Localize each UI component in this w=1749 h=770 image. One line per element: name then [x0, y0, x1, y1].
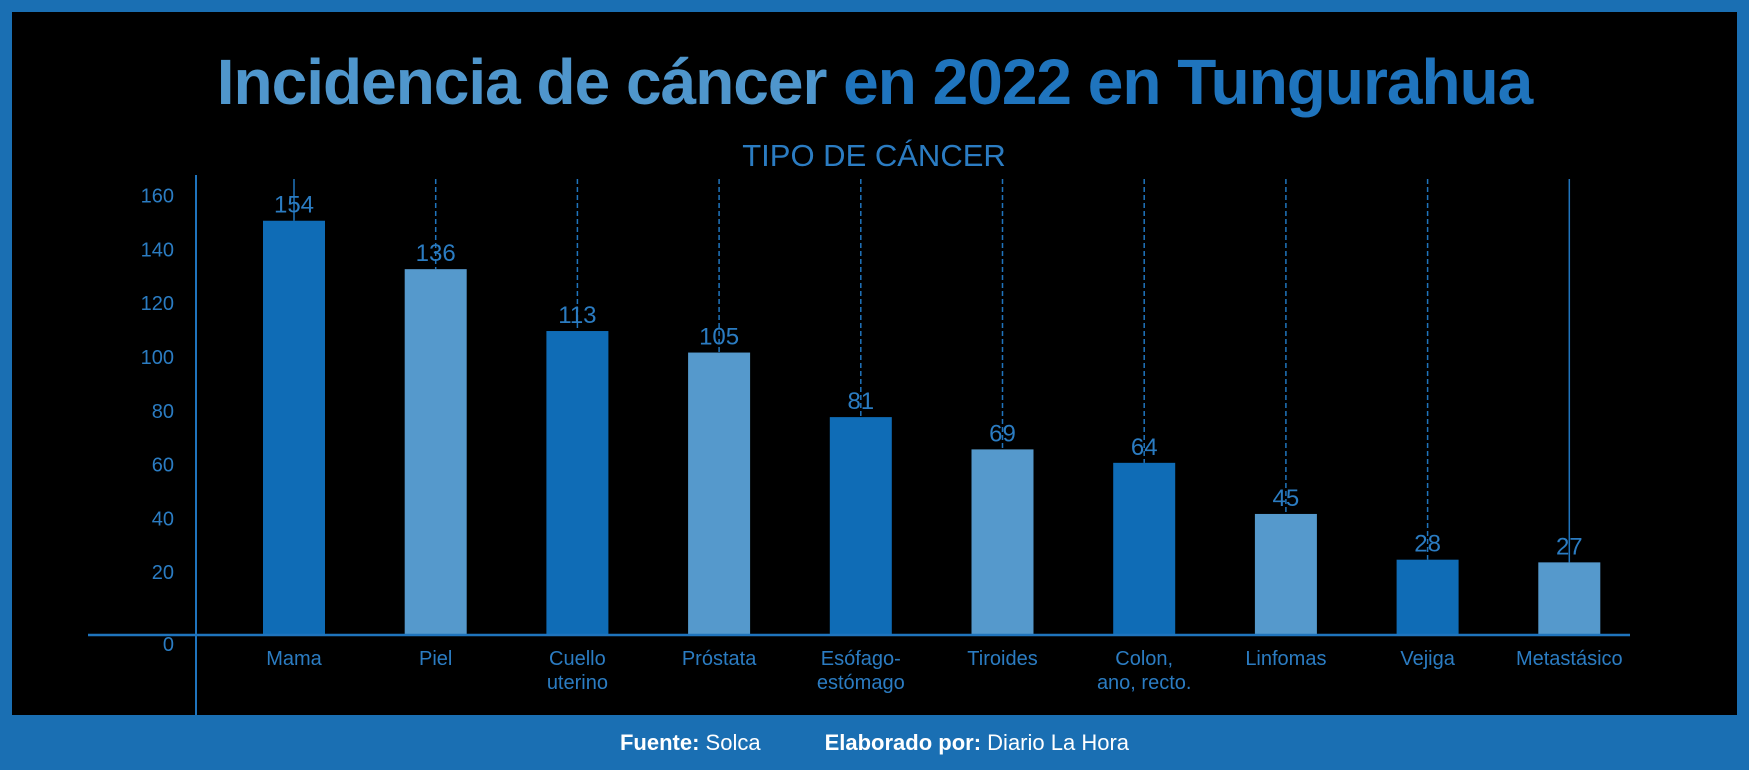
- bar-value-label: 27: [1556, 533, 1583, 560]
- bar: [688, 352, 751, 635]
- bar-value-label: 64: [1131, 434, 1158, 461]
- y-tick-label: 0: [163, 634, 174, 656]
- chart-title: Incidencia de cáncer en 2022 en Tungurah…: [12, 45, 1737, 119]
- bar-chart: TIPO DE CÁNCER 0 20 40 60 80 100 120 140 160 154 Ma…: [88, 138, 1630, 715]
- author-credit: Elaborado por: Diario La Hora: [825, 730, 1129, 756]
- y-tick-label: 80: [152, 401, 174, 423]
- title-part-1: Incidencia de cáncer: [216, 46, 828, 118]
- bar: [1113, 462, 1176, 635]
- x-axis-title: TIPO DE CÁNCER: [742, 138, 1006, 173]
- bar: [546, 331, 609, 635]
- bar-value-label: 81: [847, 388, 874, 415]
- author-label: Elaborado por:: [824, 729, 982, 755]
- source-value: Solca: [705, 729, 761, 755]
- x-tick-label: Linfomas: [1245, 648, 1326, 670]
- x-tick-label: Cuello uterino: [547, 648, 608, 694]
- x-tick-label: Metastásico: [1516, 648, 1623, 670]
- bar: [829, 417, 892, 635]
- y-tick-label: 40: [152, 508, 174, 530]
- y-tick-label: 140: [141, 239, 174, 261]
- x-tick-label: Vejiga: [1400, 648, 1455, 670]
- bar: [1254, 513, 1317, 635]
- bar-value-label: 45: [1273, 485, 1300, 512]
- title-part-2: en 2022 en Tungurahua: [843, 46, 1533, 118]
- x-tick-label: Colon, ano, recto.: [1097, 648, 1192, 694]
- bar-value-label: 105: [699, 324, 739, 351]
- source-label: Fuente:: [619, 729, 700, 755]
- x-tick-label: Tiroides: [967, 648, 1037, 670]
- y-tick-label: 160: [141, 186, 174, 208]
- footer: Fuente: Solca Elaborado por: Diario La H…: [0, 715, 1749, 770]
- bar: [1396, 559, 1459, 635]
- x-tick-label: Esófago-estómago: [817, 648, 905, 694]
- y-tick-label: 100: [141, 347, 174, 369]
- bar: [263, 220, 325, 636]
- y-tick-label: 60: [152, 455, 174, 477]
- bar-value-label: 154: [274, 192, 314, 219]
- author-value: Diario La Hora: [987, 729, 1130, 755]
- y-tick-label: 20: [152, 562, 174, 584]
- bar-value-label: 28: [1414, 531, 1441, 558]
- bar: [404, 269, 467, 635]
- bar: [1538, 562, 1601, 635]
- bar: [971, 449, 1034, 635]
- x-tick-label: Próstata: [682, 648, 757, 670]
- bar-value-label: 113: [558, 302, 596, 329]
- source-credit: Fuente: Solca: [620, 730, 761, 756]
- bar-value-label: 136: [416, 240, 456, 267]
- x-tick-label: Piel: [419, 648, 452, 670]
- bar-value-label: 69: [989, 420, 1016, 447]
- x-tick-label: Mama: [266, 648, 322, 670]
- y-tick-label: 120: [141, 293, 174, 315]
